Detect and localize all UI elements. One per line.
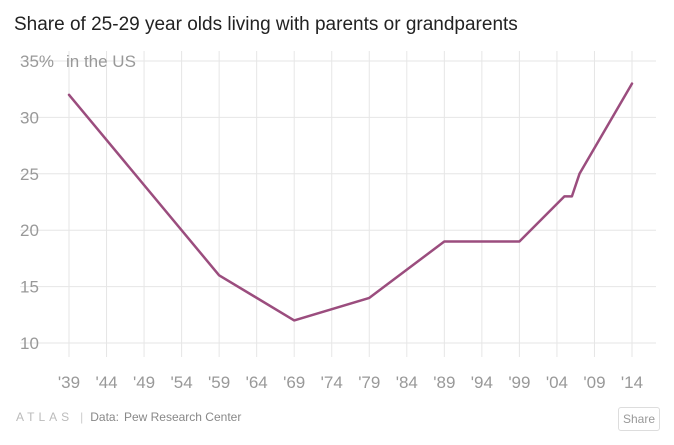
footer-divider: |	[80, 410, 84, 424]
x-tick-label: '84	[396, 373, 418, 392]
x-axis-ticks: '39 '44 '49 '54 '59 '64 '69 '74 '79 '84 '89 '94 '99 '…	[58, 373, 643, 392]
x-tick-label: '79	[358, 373, 380, 392]
x-tick-label: '49	[133, 373, 155, 392]
y-tick-label: 10	[20, 334, 39, 353]
share-button[interactable]: Share	[618, 407, 660, 431]
y-tick-label: 20	[20, 221, 39, 240]
y-tick-label: 25	[20, 165, 39, 184]
x-tick-label: '89	[433, 373, 455, 392]
data-source: Pew Research Center	[123, 410, 242, 424]
y-tick-label: 15	[20, 278, 39, 297]
line-chart: 10 15 20 25 30 35% in the US '39 '44 '49 '54 '59 '6…	[20, 51, 656, 392]
x-tick-label: '64	[246, 373, 268, 392]
x-tick-label: '09	[583, 373, 605, 392]
x-tick-label: '99	[508, 373, 530, 392]
series-group	[67, 82, 634, 322]
x-tick-label: '54	[171, 373, 193, 392]
x-tick-label: '44	[95, 373, 117, 392]
y-tick-label: 30	[20, 108, 39, 127]
x-tick-label: '74	[321, 373, 343, 392]
x-tick-label: '69	[283, 373, 305, 392]
chart-title: Share of 25-29 year olds living with par…	[14, 14, 518, 35]
series-line	[67, 82, 634, 322]
x-tick-label: '94	[471, 373, 493, 392]
x-tick-label: '04	[546, 373, 568, 392]
y-axis-ticks: 10 15 20 25 30 35% in the US	[20, 52, 136, 353]
y-axis-label: in the US	[66, 52, 136, 71]
data-label: Data:	[90, 410, 119, 424]
x-tick-label: '59	[208, 373, 230, 392]
atlas-logo: ATLAS	[16, 410, 74, 424]
gridlines	[20, 51, 656, 357]
y-tick-label: 35%	[20, 52, 54, 71]
x-tick-label: '14	[621, 373, 643, 392]
footer: ATLAS | Data: Pew Research Center	[16, 410, 241, 424]
x-tick-label: '39	[58, 373, 80, 392]
